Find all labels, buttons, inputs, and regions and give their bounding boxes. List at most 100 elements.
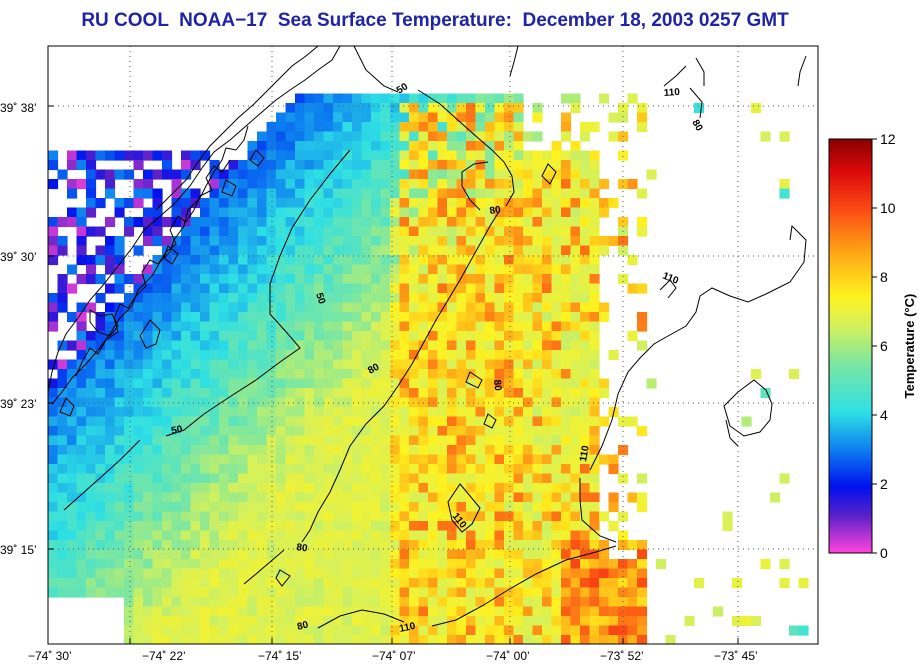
sst-pixel [494,378,505,389]
sst-pixel [295,597,306,608]
sst-pixel [247,559,258,570]
sst-pixel [371,369,382,380]
sst-pixel [570,169,581,180]
sst-pixel [437,321,448,332]
sst-pixel [219,635,230,644]
sst-pixel [428,568,439,579]
sst-pixel [399,559,410,570]
sst-pixel [295,198,306,209]
sst-pixel [266,217,277,228]
sst-pixel [513,169,524,180]
sst-pixel [494,255,505,266]
sst-pixel [276,160,287,171]
contour-label-80-a: 80 [489,204,502,217]
sst-pixel [219,359,230,370]
sst-pixel [551,331,562,342]
sst-pixel [570,540,581,551]
sst-pixel [304,521,315,532]
sst-pixel [171,483,182,494]
sst-pixel [114,483,125,494]
sst-pixel [618,445,629,456]
sst-pixel [380,549,391,560]
sst-pixel [304,131,315,142]
sst-pixel [390,350,401,361]
sst-pixel [86,160,97,171]
sst-pixel [361,293,372,304]
sst-pixel [428,359,439,370]
sst-pixel [380,568,391,579]
sst-pixel [361,255,372,266]
sst-pixel [228,407,239,418]
sst-pixel [342,207,353,218]
sst-pixel [542,635,553,644]
sst-pixel [171,350,182,361]
sst-pixel [390,578,401,589]
sst-pixel [95,226,106,237]
sst-pixel [266,492,277,503]
sst-pixel [475,226,486,237]
sst-pixel [143,606,154,617]
sst-pixel [466,103,477,114]
sst-pixel [428,293,439,304]
sst-pixel [86,464,97,475]
sst-pixel [456,226,467,237]
sst-pixel [304,473,315,484]
sst-pixel [48,160,59,171]
sst-pixel [418,464,429,475]
sst-pixel [143,568,154,579]
sst-pixel [561,549,572,560]
sst-pixel [181,378,192,389]
sst-pixel [219,321,230,332]
sst-pixel [209,169,220,180]
sst-pixel [466,635,477,644]
sst-pixel [276,112,287,123]
sst-pixel [437,625,448,636]
sst-pixel [114,521,125,532]
sst-pixel [209,530,220,541]
sst-pixel [171,359,182,370]
sst-pixel [352,492,363,503]
sst-pixel [608,616,619,627]
sst-pixel [352,302,363,313]
sst-pixel [295,521,306,532]
sst-pixel [285,331,296,342]
sst-pixel [285,283,296,294]
sst-pixel [428,473,439,484]
sst-pixel [342,530,353,541]
sst-pixel [532,331,543,342]
sst-pixel [200,616,211,627]
sst-pixel [580,492,591,503]
sst-pixel [162,587,173,598]
sst-pixel [124,426,135,437]
sst-pixel [304,606,315,617]
sst-pixel [570,217,581,228]
sst-pixel [247,635,258,644]
sst-pixel [570,597,581,608]
sst-pixel [637,635,648,644]
sst-pixel [162,492,173,503]
sst-pixel [618,559,629,570]
sst-pixel [599,198,610,209]
sst-pixel [76,445,87,456]
sst-pixel [523,331,534,342]
sst-pixel [494,302,505,313]
sst-pixel [105,530,116,541]
sst-pixel [627,587,638,598]
sst-pixel [485,559,496,570]
sst-pixel [342,388,353,399]
sst-pixel [48,359,59,370]
sst-pixel [95,445,106,456]
sst-pixel [323,169,334,180]
sst-pixel [247,483,258,494]
sst-pixel [95,540,106,551]
sst-pixel [86,350,97,361]
sst-pixel [209,369,220,380]
sst-pixel [513,492,524,503]
sst-pixel [342,511,353,522]
sst-pixel [114,264,125,275]
sst-pixel [418,274,429,285]
sst-pixel [285,511,296,522]
sst-pixel [409,217,420,228]
sst-pixel [570,331,581,342]
sst-pixel [551,521,562,532]
